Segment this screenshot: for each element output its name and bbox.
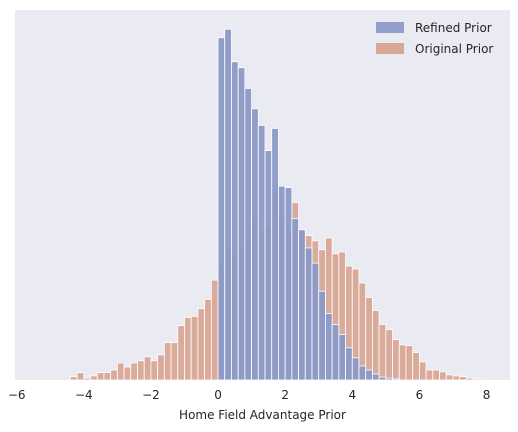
original-prior-bar [96, 372, 105, 381]
original-prior-bar [405, 345, 414, 381]
original-prior-bar [439, 371, 447, 381]
refined-prior-bar [331, 324, 340, 381]
refined-prior-bar [217, 37, 226, 381]
refined-prior-bar [385, 377, 393, 381]
refined-prior-bar [271, 127, 279, 381]
refined-prior-bar [257, 125, 266, 381]
refined-prior-bar [351, 357, 360, 381]
refined-prior-bar [244, 88, 252, 381]
original-prior-bar [150, 360, 159, 381]
refined-prior-bar [251, 108, 259, 381]
original-prior-bar [392, 339, 400, 381]
original-prior-bar [177, 325, 185, 381]
x-tick-label: −2 [142, 388, 160, 402]
refined-prior-bar [392, 378, 400, 381]
original-prior-bar [123, 366, 132, 381]
x-tick-label: −4 [75, 388, 93, 402]
refined-prior-bar [224, 28, 232, 381]
legend-label-original-prior: Original Prior [415, 42, 493, 56]
original-prior-bar [412, 352, 420, 381]
original-prior-bar [90, 375, 98, 381]
original-prior-bar [398, 344, 407, 381]
original-prior-bar [372, 310, 380, 381]
original-prior-bar [170, 342, 179, 381]
original-prior-bar [83, 377, 91, 381]
refined-prior-bar [325, 312, 333, 381]
original-prior-bar [418, 361, 427, 381]
legend-swatch-original-prior [376, 43, 404, 54]
x-tick-label: 2 [281, 388, 289, 402]
original-prior-bar [378, 324, 387, 381]
original-prior-bar [69, 376, 78, 381]
legend-label-refined-prior: Refined Prior [415, 21, 492, 35]
refined-prior-bar [318, 290, 326, 381]
x-axis-ticks: −6 −4 −2 0 2 4 6 8 [8, 388, 491, 402]
original-prior-bar [445, 374, 454, 381]
refined-prior-bar [378, 376, 387, 381]
original-prior-bar [163, 342, 172, 381]
original-prior-bar [432, 369, 440, 381]
refined-prior-bar [365, 369, 373, 381]
original-prior-bar [365, 297, 373, 381]
refined-prior-bar [264, 150, 273, 381]
refined-prior-bar [284, 187, 293, 381]
x-tick-label: 0 [214, 388, 222, 402]
legend: Refined Prior Original Prior [376, 21, 493, 56]
original-prior-bar [425, 369, 434, 381]
x-tick-label: 6 [416, 388, 424, 402]
original-prior-bar [358, 282, 367, 381]
original-prior-bar [385, 329, 393, 381]
refined-prior-bar [237, 67, 246, 381]
original-prior-bar [103, 372, 112, 381]
original-prior-bar [143, 356, 152, 381]
refined-prior-bar [278, 185, 286, 381]
original-prior-bar [210, 279, 219, 381]
original-prior-bar [116, 362, 125, 381]
original-prior-bar [465, 377, 474, 381]
refined-prior-bar [291, 218, 299, 381]
original-prior-bar [76, 372, 85, 381]
refined-prior-bar [372, 373, 380, 381]
original-prior-bar [197, 308, 206, 381]
refined-prior-bars [217, 28, 400, 381]
legend-swatch-refined-prior [376, 22, 404, 33]
original-prior-bar [137, 360, 145, 381]
refined-prior-bar [345, 347, 353, 381]
refined-prior-bar [338, 334, 346, 381]
original-prior-bar [452, 375, 461, 381]
original-prior-bar [204, 298, 212, 381]
original-prior-bar [110, 369, 118, 381]
original-prior-bar [157, 354, 165, 381]
refined-prior-bar [304, 247, 313, 381]
refined-prior-bar [231, 61, 239, 381]
original-prior-bar [184, 317, 192, 381]
original-prior-bar [190, 315, 199, 381]
x-tick-label: 4 [348, 388, 356, 402]
x-tick-label: −6 [8, 388, 26, 402]
original-prior-bar [479, 378, 487, 381]
refined-prior-bar [311, 262, 320, 381]
original-prior-bar [130, 362, 138, 381]
original-prior-bar [459, 376, 467, 381]
refined-prior-bar [298, 229, 306, 381]
x-axis-label: Home Field Advantage Prior [179, 408, 346, 422]
refined-prior-bar [358, 365, 367, 381]
original-prior-bar [472, 378, 481, 381]
x-tick-label: 8 [483, 388, 491, 402]
